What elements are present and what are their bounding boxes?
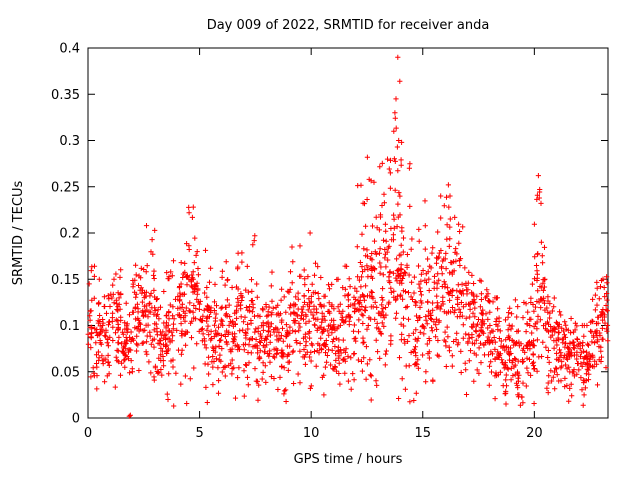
y-tick-label: 0.15 xyxy=(51,273,80,288)
y-tick-label: 0.2 xyxy=(59,227,80,242)
plot-border xyxy=(87,47,609,419)
y-tick-label: 0 xyxy=(72,412,80,427)
x-tick-label: 5 xyxy=(195,426,203,441)
y-tick-label: 0.4 xyxy=(59,42,80,57)
y-tick-label: 0.1 xyxy=(59,319,80,334)
y-tick-label: 0.05 xyxy=(51,365,80,380)
x-axis-ticks: 0 5 10 15 20 xyxy=(84,48,543,441)
x-axis-label: GPS time / hours xyxy=(294,452,403,467)
y-axis-label: SRMTID / TECUs xyxy=(11,181,26,286)
x-tick-label: 20 xyxy=(526,426,543,441)
y-tick-label: 0.35 xyxy=(51,88,80,103)
x-tick-label: 10 xyxy=(303,426,320,441)
y-tick-label: 0.3 xyxy=(59,134,80,149)
x-tick-label: 15 xyxy=(414,426,431,441)
y-tick-label: 0.25 xyxy=(51,180,80,195)
x-tick-label: 0 xyxy=(84,426,92,441)
chart-title: Day 009 of 2022, SRMTID for receiver and… xyxy=(207,18,490,33)
data-points xyxy=(85,54,611,419)
